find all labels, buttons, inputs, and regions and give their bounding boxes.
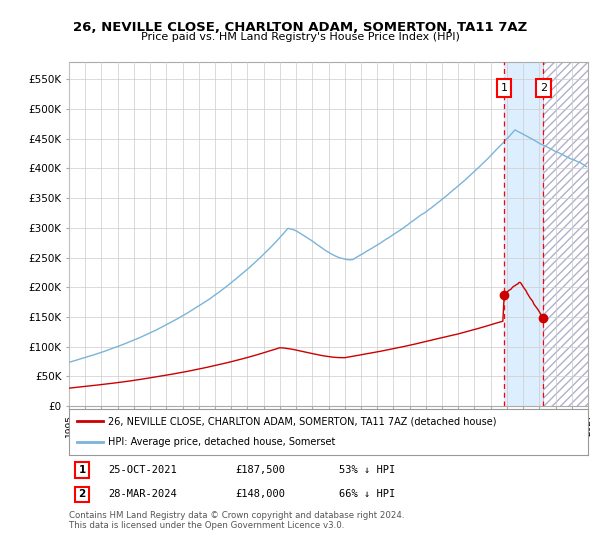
- Text: 26, NEVILLE CLOSE, CHARLTON ADAM, SOMERTON, TA11 7AZ: 26, NEVILLE CLOSE, CHARLTON ADAM, SOMERT…: [73, 21, 527, 34]
- Text: Contains HM Land Registry data © Crown copyright and database right 2024.
This d: Contains HM Land Registry data © Crown c…: [69, 511, 404, 530]
- Text: 28-MAR-2024: 28-MAR-2024: [108, 489, 176, 500]
- Text: 1: 1: [500, 83, 508, 94]
- Text: 25-OCT-2021: 25-OCT-2021: [108, 465, 176, 475]
- Text: HPI: Average price, detached house, Somerset: HPI: Average price, detached house, Some…: [108, 437, 335, 447]
- Text: 26, NEVILLE CLOSE, CHARLTON ADAM, SOMERTON, TA11 7AZ (detached house): 26, NEVILLE CLOSE, CHARLTON ADAM, SOMERT…: [108, 416, 496, 426]
- Text: £187,500: £187,500: [235, 465, 285, 475]
- Text: Price paid vs. HM Land Registry's House Price Index (HPI): Price paid vs. HM Land Registry's House …: [140, 32, 460, 43]
- Text: 53% ↓ HPI: 53% ↓ HPI: [339, 465, 395, 475]
- Text: 66% ↓ HPI: 66% ↓ HPI: [339, 489, 395, 500]
- Bar: [504, 62, 543, 406]
- Text: 2: 2: [539, 83, 547, 94]
- Text: 1: 1: [79, 465, 86, 475]
- Bar: [543, 62, 588, 406]
- Text: £148,000: £148,000: [235, 489, 285, 500]
- Text: 2: 2: [79, 489, 86, 500]
